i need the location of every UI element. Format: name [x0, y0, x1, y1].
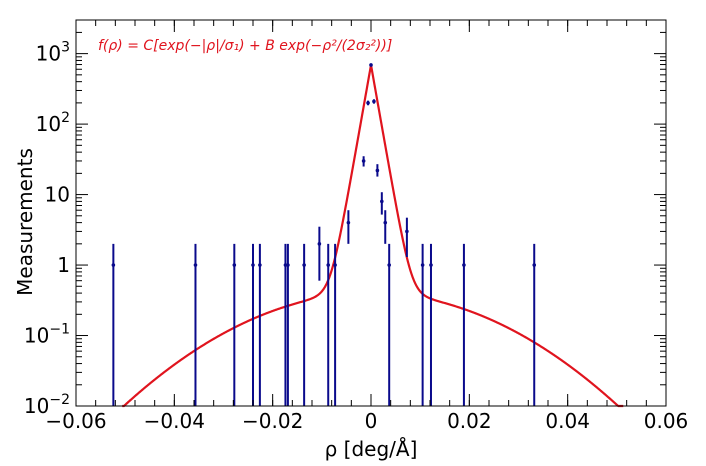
data-point: [317, 226, 322, 281]
data-marker: [383, 220, 388, 225]
data-point: [251, 243, 255, 406]
data-point: [375, 164, 380, 177]
data-marker: [405, 229, 409, 234]
data-marker: [369, 63, 373, 67]
x-tick-label: 0.02: [447, 409, 492, 433]
x-tick-label: 0.04: [545, 409, 590, 433]
data-point: [532, 243, 537, 406]
plot-frame: [75, 19, 667, 407]
data-marker: [375, 168, 380, 173]
data-marker: [286, 263, 290, 267]
data-point: [111, 243, 116, 406]
x-axis-title: ρ [deg/Å]: [325, 437, 418, 461]
data-point: [383, 210, 388, 244]
y-tick-label: 103: [36, 40, 70, 66]
data-point: [387, 243, 391, 406]
data-marker: [232, 263, 237, 267]
axes: −0.06 −0.04 −0.02 0 0.02 0.04 0.06 10−2 10−1 1 10 1…: [24, 19, 689, 433]
data-marker: [317, 242, 322, 246]
fit-curve-layer: [121, 64, 624, 408]
data-point: [258, 243, 262, 406]
data-point: [361, 156, 366, 167]
data-point: [193, 243, 198, 406]
data-marker: [387, 263, 391, 267]
data-marker: [462, 263, 466, 267]
data-point: [462, 243, 466, 406]
y-tick-label: 10−2: [24, 392, 70, 418]
fit-curve: [121, 64, 624, 408]
data-point: [333, 243, 337, 406]
data-marker: [429, 263, 433, 267]
data-point: [232, 243, 237, 406]
data-marker: [361, 159, 366, 163]
data-marker: [420, 263, 425, 267]
data-marker: [372, 99, 376, 104]
x-tick-label: 0.06: [644, 409, 689, 433]
data-point: [366, 100, 370, 106]
data-point: [286, 243, 290, 406]
data-marker: [111, 263, 116, 267]
x-tick-label: −0.06: [45, 409, 106, 433]
y-tick-label: 10−1: [24, 322, 70, 348]
data-marker: [258, 263, 262, 267]
y-axis-title: Measurements: [13, 148, 37, 296]
data-points-layer: [111, 63, 537, 406]
data-point: [369, 63, 373, 67]
x-tick-label: −0.02: [242, 409, 303, 433]
data-point: [302, 243, 306, 406]
x-tick-label: 0: [365, 409, 378, 433]
y-tick-label: 10: [45, 183, 70, 207]
data-marker: [366, 101, 370, 105]
data-point: [372, 99, 376, 104]
data-point: [405, 217, 409, 258]
data-marker: [346, 220, 351, 225]
data-point: [420, 243, 425, 406]
data-point: [346, 210, 351, 244]
data-marker: [302, 263, 306, 267]
fit-formula-annotation: f(ρ) = C[exp(−|ρ|/σ₁) + B exp(−ρ²/(2σ₂²)…: [98, 38, 392, 54]
data-marker: [193, 263, 198, 267]
data-point: [326, 243, 331, 406]
y-tick-label: 102: [36, 110, 70, 136]
data-marker: [380, 199, 384, 204]
y-tick-label: 1: [57, 253, 70, 277]
data-marker: [326, 263, 331, 267]
data-marker: [333, 263, 337, 267]
data-marker: [532, 263, 537, 267]
data-point: [429, 243, 433, 406]
data-point: [380, 192, 384, 215]
data-marker: [251, 263, 255, 267]
data-point: [283, 243, 288, 406]
x-tick-label: −0.04: [144, 409, 205, 433]
